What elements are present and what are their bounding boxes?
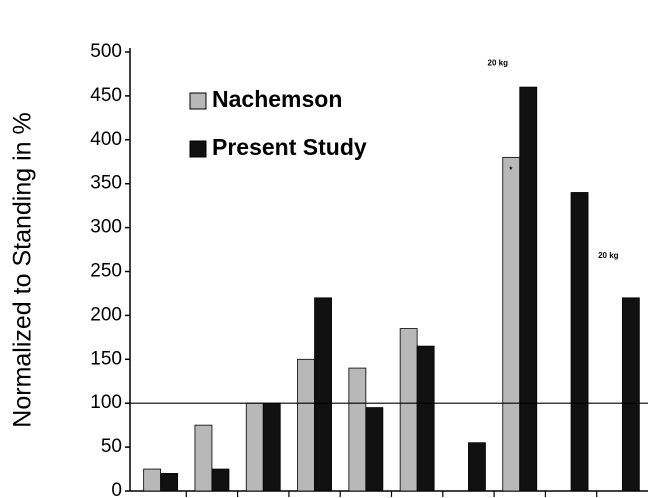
- y-tick-label: 50: [101, 436, 122, 457]
- bar: [195, 425, 212, 491]
- annotation: 20 kg: [488, 59, 509, 68]
- y-tick-label: 300: [90, 217, 122, 238]
- bar: [366, 408, 383, 491]
- y-tick-label: 150: [90, 348, 122, 369]
- bar: [503, 157, 520, 491]
- bar: [571, 192, 588, 491]
- y-tick-label: 250: [90, 261, 122, 282]
- bar: [417, 346, 434, 491]
- bar: [298, 359, 315, 491]
- legend-swatch: [190, 93, 206, 109]
- bar: [212, 469, 229, 491]
- y-tick-label: 0: [111, 480, 122, 498]
- y-axis-label: Normalized to Standing in %: [9, 112, 37, 427]
- legend-label: Nachemson: [212, 86, 342, 112]
- y-tick-label: 400: [90, 129, 122, 150]
- bar: [349, 368, 366, 491]
- bar: [246, 403, 263, 491]
- legend-label: Present Study: [212, 134, 367, 160]
- y-tick-label: 350: [90, 173, 122, 194]
- chart: Normalized to Standing in % 0 50 100 150 200…: [0, 0, 651, 498]
- y-tick-label: 450: [90, 85, 122, 106]
- bar: [315, 298, 332, 491]
- bar: [400, 329, 417, 491]
- bar: [622, 298, 639, 491]
- bar: [468, 443, 485, 491]
- bar: [144, 469, 161, 491]
- bar: [520, 87, 537, 491]
- annotation: 20 kg: [598, 251, 619, 260]
- y-tick-label: 500: [90, 41, 122, 62]
- bar: [161, 473, 178, 491]
- y-tick-label: 100: [90, 392, 122, 413]
- bar: [263, 403, 280, 491]
- y-tick-label: 200: [90, 304, 122, 325]
- legend-swatch: [190, 141, 206, 157]
